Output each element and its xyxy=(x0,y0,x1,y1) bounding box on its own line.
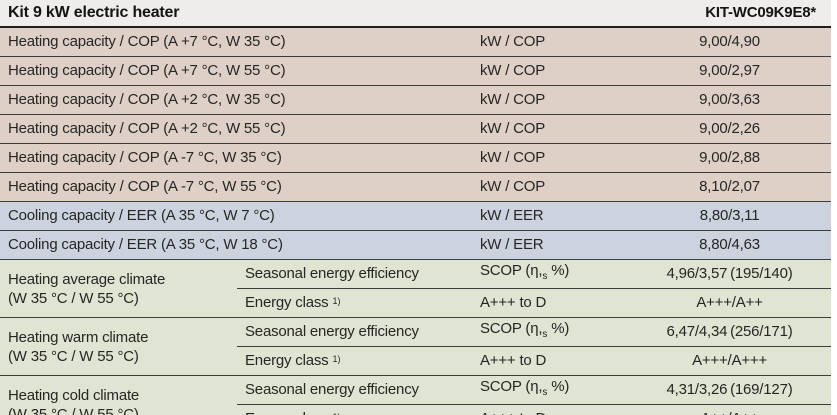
table-row: Heating capacity / COP (A -7 °C, W 35 °C… xyxy=(0,143,832,173)
table-row: Energy class 1) A+++ to D A++/A++ xyxy=(0,404,832,415)
spec-unit: kW / EER xyxy=(465,230,629,260)
spec-unit: kW / COP xyxy=(465,143,629,173)
spec-value: 9,00/2,88 xyxy=(628,143,832,173)
energy-class-scale: A+++ to D xyxy=(465,288,629,318)
model-number: KIT-WC09K9E8* xyxy=(628,0,832,28)
spec-label: Heating capacity / COP (A -7 °C, W 35 °C… xyxy=(0,143,465,173)
energy-class-label: Energy class 1) xyxy=(237,288,465,318)
table-row: Heating average climate (W 35 °C / W 55 … xyxy=(0,259,832,318)
footnote-marker: 1) xyxy=(332,296,341,306)
eta-subscript: s xyxy=(542,387,548,398)
spec-value: 9,00/3,63 xyxy=(628,85,832,115)
table-row: Heating capacity / COP (A +7 °C, W 35 °C… xyxy=(0,27,832,57)
table-row: Energy class 1) A+++ to D A+++/A++ xyxy=(0,288,832,318)
energy-class-value: A++/A++ xyxy=(628,404,832,415)
spec-unit: kW / COP xyxy=(465,172,629,202)
spec-label: Cooling capacity / EER (A 35 °C, W 18 °C… xyxy=(0,230,465,260)
seasonal-efficiency-label: Seasonal energy efficiency xyxy=(237,317,465,347)
climate-label: Heating warm climate (W 35 °C / W 55 °C) xyxy=(0,317,237,376)
spec-label: Heating capacity / COP (A +7 °C, W 35 °C… xyxy=(0,27,465,57)
energy-class-value: A+++/A+++ xyxy=(628,346,832,376)
table-row: Heating cold climate (W 35 °C / W 55 °C)… xyxy=(0,375,832,415)
energy-class-label: Energy class 1) xyxy=(237,346,465,376)
spec-label: Heating capacity / COP (A +7 °C, W 55 °C… xyxy=(0,56,465,86)
climate-label-line2: (W 35 °C / W 55 °C) xyxy=(8,347,139,365)
table-row: Heating capacity / COP (A +2 °C, W 55 °C… xyxy=(0,114,832,144)
scop-unit: SCOP (η,s %) xyxy=(465,259,629,289)
footnote-marker: 1) xyxy=(332,354,341,364)
scop-value: 6,47/4,34 (256/171) xyxy=(628,317,832,347)
page-title: Kit 9 kW electric heater xyxy=(0,0,629,28)
energy-class-scale: A+++ to D xyxy=(465,346,629,376)
spec-value: 9,00/2,97 xyxy=(628,56,832,86)
climate-label-line1: Heating warm climate xyxy=(8,328,149,346)
table-row: Energy class 1) A+++ to D A+++/A+++ xyxy=(0,346,832,376)
scop-unit: SCOP (η,s %) xyxy=(465,317,629,347)
seasonal-efficiency-label: Seasonal energy efficiency xyxy=(237,375,465,405)
energy-class-scale: A+++ to D xyxy=(465,404,629,415)
spec-unit: kW / COP xyxy=(465,27,629,57)
climate-label: Heating cold climate (W 35 °C / W 55 °C) xyxy=(0,375,237,415)
spec-unit: kW / EER xyxy=(465,201,629,231)
spec-value: 9,00/2,26 xyxy=(628,114,832,144)
seasonal-efficiency-label: Seasonal energy efficiency xyxy=(237,259,465,289)
climate-label-line2: (W 35 °C / W 55 °C) xyxy=(8,405,139,415)
energy-class-label: Energy class 1) xyxy=(237,404,465,415)
spec-label: Heating capacity / COP (A +2 °C, W 35 °C… xyxy=(0,85,465,115)
table-row: Heating warm climate (W 35 °C / W 55 °C)… xyxy=(0,317,832,376)
scop-value: 4,96/3,57 (195/140) xyxy=(628,259,832,289)
spec-label: Cooling capacity / EER (A 35 °C, W 7 °C) xyxy=(0,201,465,231)
climate-label-line1: Heating cold climate xyxy=(8,386,140,404)
spec-unit: kW / COP xyxy=(465,56,629,86)
spec-label: Heating capacity / COP (A -7 °C, W 55 °C… xyxy=(0,172,465,202)
climate-label: Heating average climate (W 35 °C / W 55 … xyxy=(0,259,237,318)
spec-value: 9,00/4,90 xyxy=(628,27,832,57)
spec-unit: kW / COP xyxy=(465,85,629,115)
spec-value: 8,80/3,11 xyxy=(628,201,832,231)
spec-value: 8,80/4,63 xyxy=(628,230,832,260)
scop-value: 4,31/3,26 (169/127) xyxy=(628,375,832,405)
spec-value: 8,10/2,07 xyxy=(628,172,832,202)
spec-label: Heating capacity / COP (A +2 °C, W 55 °C… xyxy=(0,114,465,144)
eta-subscript: s xyxy=(542,329,548,340)
table-row: Heating capacity / COP (A +7 °C, W 55 °C… xyxy=(0,56,832,86)
scop-unit: SCOP (η,s %) xyxy=(465,375,629,405)
table-row: Cooling capacity / EER (A 35 °C, W 7 °C)… xyxy=(0,201,832,231)
climate-label-line2: (W 35 °C / W 55 °C) xyxy=(8,289,139,307)
spec-unit: kW / COP xyxy=(465,114,629,144)
table-row: Cooling capacity / EER (A 35 °C, W 18 °C… xyxy=(0,230,832,260)
footnote-marker: 1) xyxy=(332,412,340,415)
table-row: Heating capacity / COP (A -7 °C, W 55 °C… xyxy=(0,172,832,202)
eta-subscript: s xyxy=(542,271,548,282)
table-header-row: Kit 9 kW electric heater KIT-WC09K9E8* xyxy=(0,0,832,28)
climate-label-line1: Heating average climate xyxy=(8,270,166,288)
energy-class-value: A+++/A++ xyxy=(628,288,832,318)
table-row: Heating capacity / COP (A +2 °C, W 35 °C… xyxy=(0,85,832,115)
